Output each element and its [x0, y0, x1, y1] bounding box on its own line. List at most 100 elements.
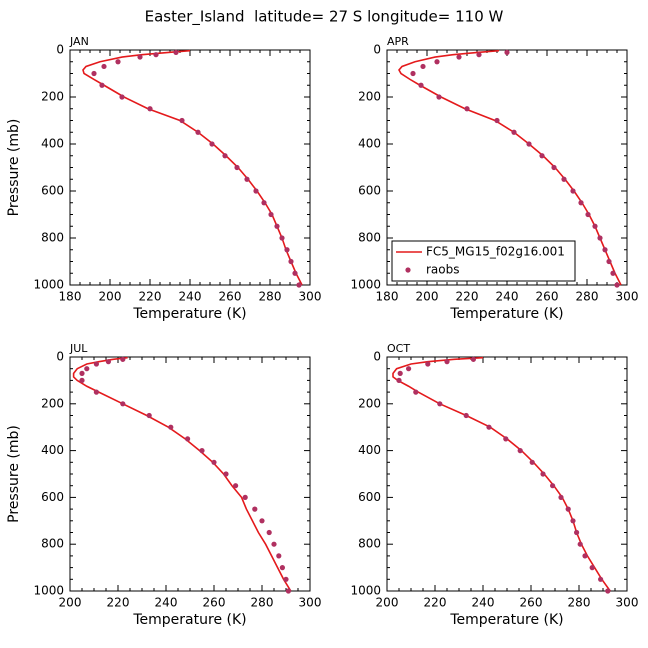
x-tick-label: 280: [259, 290, 282, 304]
x-tick-label: 180: [376, 290, 399, 304]
y-tick-label: 0: [373, 350, 381, 364]
raob-point: [597, 235, 603, 241]
y-tick-label: 400: [358, 137, 381, 151]
panel: OCT 200 220 240 260 280 300 0 200 400 600 800 1000 Te…: [350, 342, 638, 628]
y-tick-label: 0: [373, 43, 381, 57]
raob-point: [292, 270, 298, 276]
y-tick-label: 0: [56, 350, 64, 364]
x-tick-label: 220: [456, 290, 479, 304]
raob-point: [420, 63, 426, 70]
raob-point: [585, 211, 591, 218]
raob-point: [436, 94, 442, 100]
raob-point: [179, 117, 185, 124]
raob-point: [146, 412, 152, 419]
raob-point: [99, 82, 105, 88]
raob-point: [173, 49, 179, 55]
raob-point: [79, 377, 85, 383]
raob-point: [185, 436, 191, 442]
raob-point: [425, 361, 431, 367]
raob-point: [84, 366, 90, 372]
raob-point: [259, 518, 265, 524]
raob-point: [578, 200, 584, 206]
raob-point: [540, 471, 546, 477]
raob-point: [242, 494, 248, 500]
raob-point: [561, 176, 567, 182]
raob-point: [550, 483, 556, 489]
raob-point: [153, 52, 159, 58]
y-tick-label: 400: [41, 137, 64, 151]
y-tick-label: 800: [358, 537, 381, 551]
y-tick-label: 1000: [33, 584, 64, 598]
raob-point: [582, 553, 588, 559]
raob-point: [271, 541, 277, 547]
x-tick-label: 300: [299, 290, 322, 304]
raob-point: [444, 359, 450, 365]
y-tick-label: 600: [41, 184, 64, 198]
x-axis-label: Temperature (K): [132, 612, 246, 628]
raob-point: [279, 235, 285, 241]
x-tick-label: 200: [99, 290, 122, 304]
y-tick-label: 800: [358, 231, 381, 245]
raob-point: [574, 529, 580, 536]
y-tick-label: 1000: [350, 278, 381, 292]
raob-point: [199, 448, 205, 454]
legend-label: raobs: [426, 263, 460, 277]
x-axis-label: Temperature (K): [449, 306, 563, 322]
legend-marker: [405, 267, 411, 273]
panel: JAN 180 200 220 240 260 280 300 0 200 400 600 800 100…: [6, 35, 321, 322]
raob-point: [119, 94, 125, 100]
y-tick-label: 600: [358, 490, 381, 504]
raob-point: [463, 412, 469, 419]
raob-point: [434, 59, 440, 65]
y-axis-label: Pressure (mb): [6, 119, 22, 217]
raob-point: [529, 459, 535, 465]
raob-point: [565, 506, 571, 512]
raob-point: [283, 576, 289, 582]
figure-title: Easter_Island latitude= 27 S longitude= …: [145, 8, 504, 27]
x-tick-label: 220: [424, 596, 447, 610]
raob-point: [456, 54, 462, 60]
raob-point: [589, 565, 595, 571]
raob-point: [558, 494, 564, 500]
panel: JUL 200 220 240 260 280 300 0 200 400 600 800 1000 Te…: [6, 342, 321, 628]
raob-point: [605, 588, 611, 594]
raob-point: [211, 459, 217, 465]
raob-point: [418, 82, 424, 88]
raob-point: [276, 553, 282, 559]
raob-point: [101, 63, 107, 70]
raob-point: [610, 270, 616, 276]
raob-point: [396, 377, 402, 383]
panel-label: JAN: [69, 35, 89, 48]
x-tick-label: 260: [203, 596, 226, 610]
legend-box: [391, 240, 576, 282]
x-tick-label: 300: [616, 596, 639, 610]
raob-point: [526, 141, 532, 147]
panel-label: APR: [387, 35, 409, 48]
x-tick-label: 280: [251, 596, 274, 610]
x-tick-label: 200: [376, 596, 399, 610]
raob-point: [285, 588, 291, 594]
y-tick-label: 200: [358, 396, 381, 410]
raob-point: [494, 117, 500, 124]
raob-point: [570, 188, 576, 194]
x-tick-label: 240: [472, 596, 495, 610]
y-tick-label: 400: [41, 443, 64, 457]
x-tick-label: 260: [219, 290, 242, 304]
x-tick-label: 260: [536, 290, 559, 304]
raob-point: [413, 389, 419, 395]
raob-point: [296, 282, 302, 288]
raob-point: [137, 54, 143, 60]
x-tick-label: 280: [568, 596, 591, 610]
raob-point: [577, 541, 583, 547]
raob-point: [79, 370, 85, 376]
raob-point: [279, 565, 285, 571]
raob-point: [511, 129, 517, 135]
y-tick-label: 600: [358, 184, 381, 198]
raob-point: [261, 200, 267, 206]
x-axis-label: Temperature (K): [132, 306, 246, 322]
y-tick-label: 200: [358, 90, 381, 104]
raob-point: [570, 518, 576, 524]
panel-label: JUL: [69, 342, 88, 355]
raob-point: [252, 506, 258, 512]
